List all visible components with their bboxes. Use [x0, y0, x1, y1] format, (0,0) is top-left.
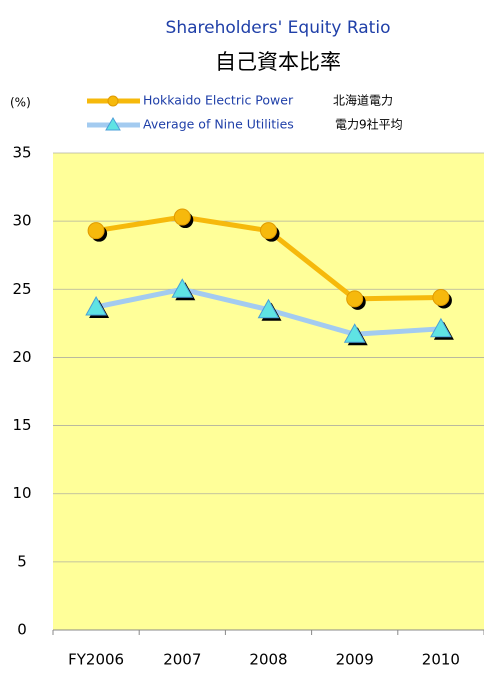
- legend-marker: [107, 95, 119, 107]
- y-tick-label: 5: [17, 552, 27, 570]
- y-tick-label: 15: [12, 416, 31, 434]
- chart-subtitle: 自己資本比率: [215, 50, 341, 74]
- point: [346, 290, 364, 308]
- y-axis-label: (%): [10, 96, 31, 110]
- legend-label-ja: 電力9社平均: [335, 117, 403, 132]
- x-tick-label: 2010: [422, 651, 460, 669]
- y-tick-label: 10: [12, 484, 31, 502]
- y-tick-label: 0: [17, 621, 27, 639]
- legend-label-ja: 北海道電力: [333, 93, 393, 108]
- point: [430, 317, 452, 338]
- legend-marker: [105, 117, 121, 131]
- legend-label: Average of Nine Utilities: [143, 117, 294, 132]
- x-tick-label: 2009: [336, 651, 374, 669]
- point: [173, 208, 191, 226]
- x-tick-label: 2007: [163, 651, 201, 669]
- point: [171, 278, 194, 298]
- point: [87, 222, 105, 240]
- y-tick-label: 25: [12, 280, 31, 298]
- x-tick-label: FY2006: [68, 651, 124, 669]
- y-tick-label: 30: [12, 212, 31, 230]
- point: [432, 288, 450, 306]
- point: [260, 222, 277, 240]
- x-tick-label: 2008: [249, 651, 287, 669]
- legend-label: Hokkaido Electric Power: [143, 93, 294, 108]
- point: [85, 295, 107, 316]
- point: [343, 323, 366, 343]
- y-tick-label: 20: [12, 348, 31, 366]
- chart-title: Shareholders' Equity Ratio: [166, 18, 391, 38]
- point: [257, 298, 280, 319]
- y-tick-label: 35: [12, 144, 31, 162]
